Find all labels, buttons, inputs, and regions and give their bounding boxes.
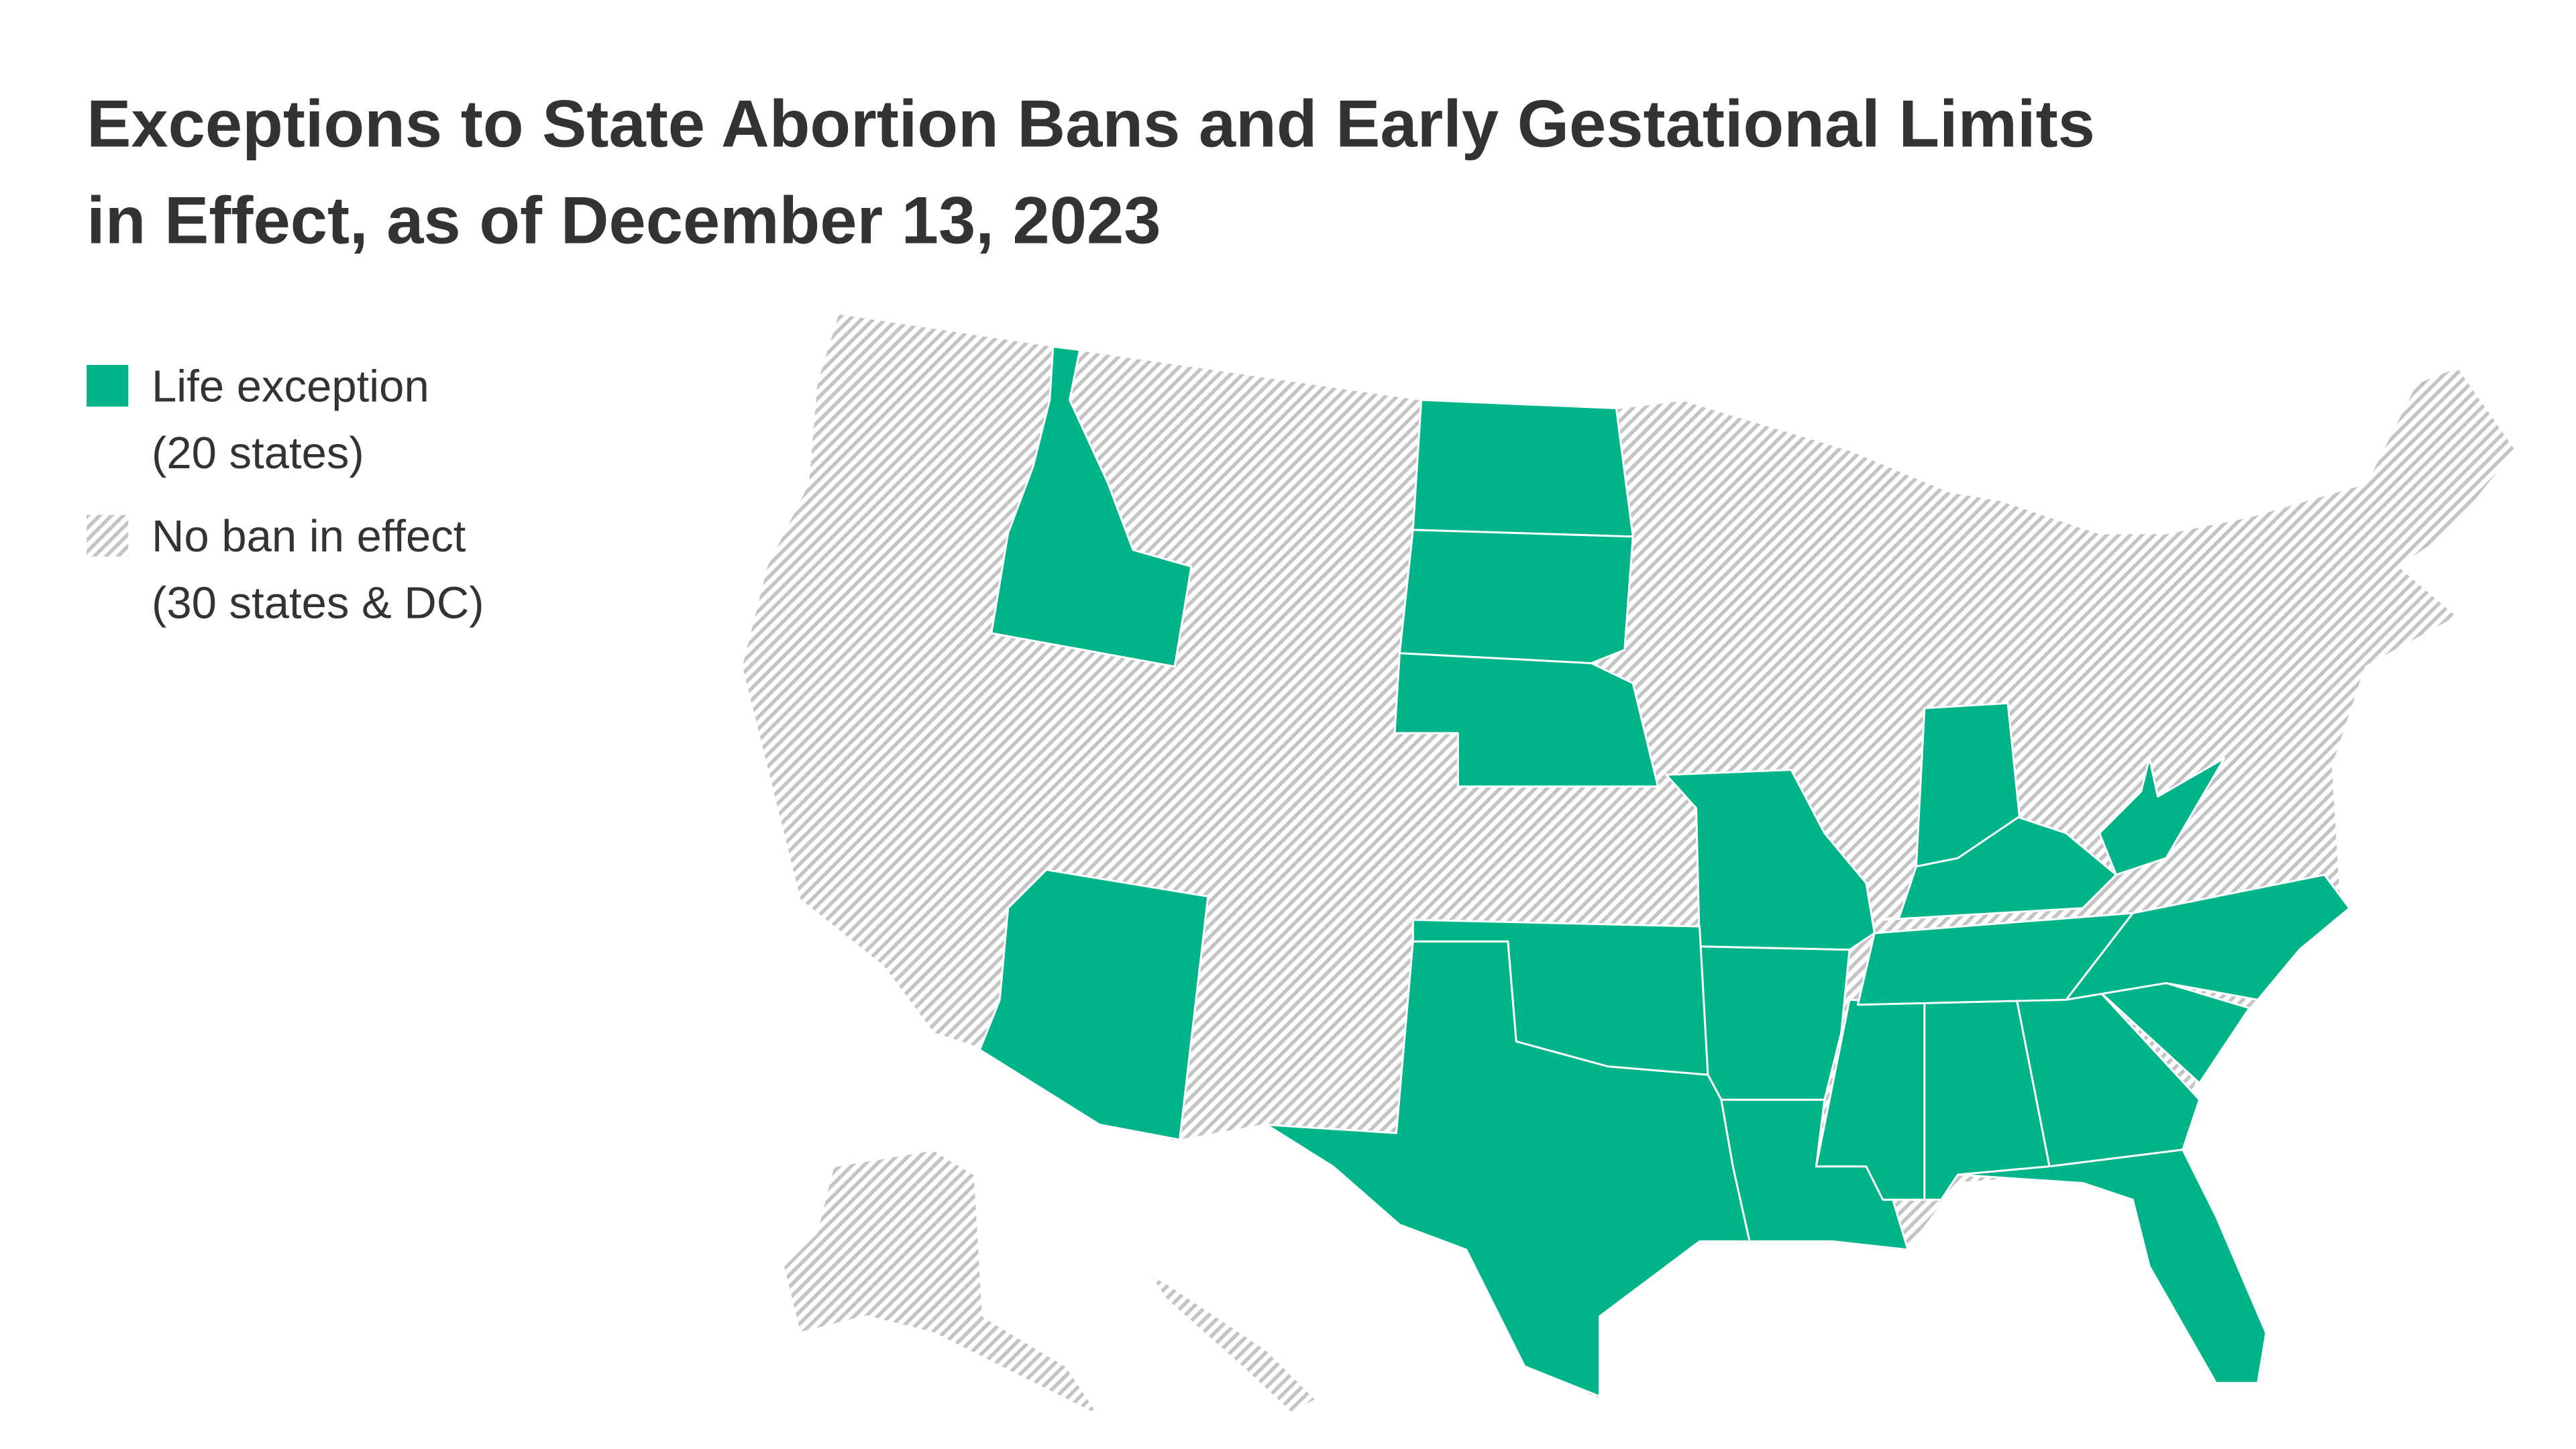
legend-swatch (87, 364, 129, 407)
state-shape (1957, 1148, 2267, 1385)
hawaii (1148, 1273, 1318, 1414)
state-shape (1398, 529, 1634, 665)
state-shape (979, 869, 1210, 1141)
state-shape (1915, 702, 2021, 868)
title-line: in Effect, as of December 13, 2023 (87, 184, 1161, 258)
state-shape (1411, 398, 1634, 538)
legend-label: No ban in effect (152, 511, 466, 561)
state-shape (1856, 912, 2134, 1006)
title-line: Exceptions to State Abortion Bans and Ea… (87, 87, 2095, 162)
state-shape (2065, 873, 2351, 1001)
state-shape (1411, 918, 1709, 1076)
legend: Life exception (20 states) No ban in eff… (87, 362, 484, 629)
alaska (782, 1148, 1101, 1417)
legend-label: Life exception (152, 362, 429, 412)
state-shape (2098, 757, 2226, 876)
state-shape (990, 345, 1193, 668)
legend-label: (30 states & DC) (152, 578, 484, 629)
legend-swatch (87, 515, 129, 557)
legend-label: (20 states) (152, 428, 364, 478)
state-shape (1699, 945, 1851, 1101)
state-shape (1393, 652, 1659, 788)
us-map (740, 312, 2518, 1417)
